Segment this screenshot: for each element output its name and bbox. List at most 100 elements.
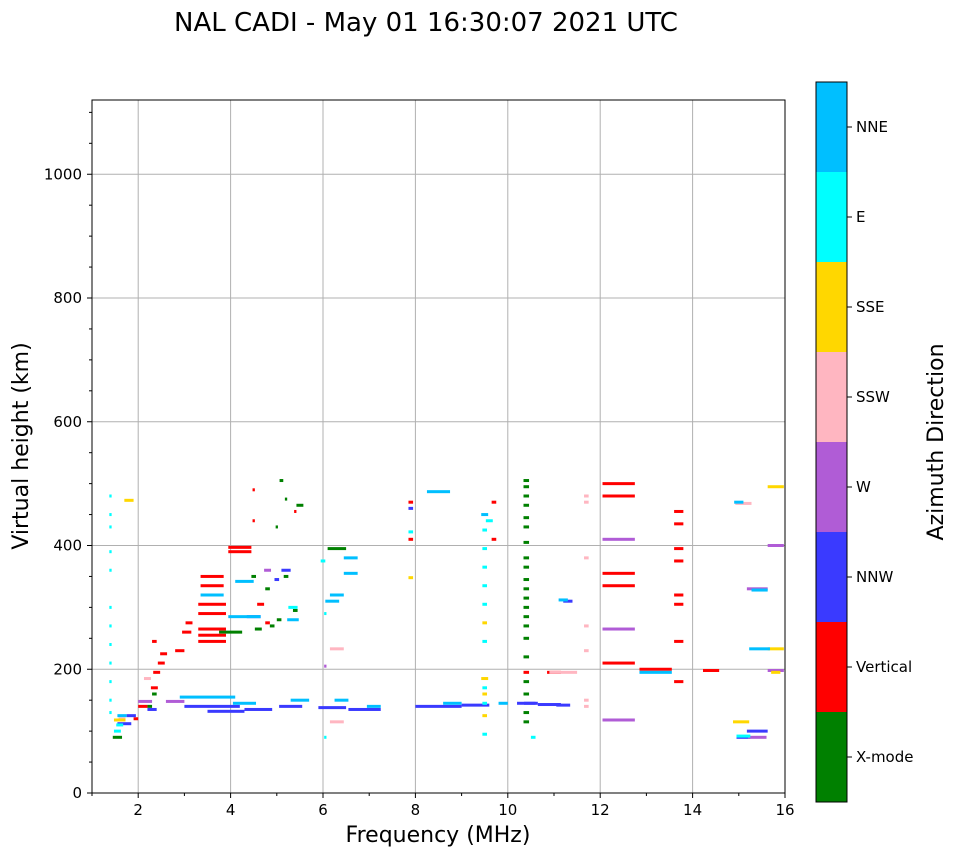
echo-point: [523, 479, 530, 483]
echo-point: [602, 494, 635, 498]
echo-point: [584, 624, 589, 628]
echo-point: [482, 547, 488, 551]
echo-point: [556, 703, 571, 707]
echo-point: [523, 503, 530, 507]
echo-point: [537, 703, 561, 707]
echo-point: [602, 537, 635, 541]
echo-point: [523, 596, 530, 600]
echo-point: [198, 627, 226, 631]
echo-point: [482, 602, 488, 606]
colorbar-tick-label: W: [856, 478, 871, 496]
echo-point: [109, 605, 112, 609]
echo-point: [602, 584, 635, 588]
colorbar-swatch: [816, 532, 847, 622]
echo-point: [269, 624, 275, 628]
echo-point: [143, 677, 151, 681]
echo-point: [751, 588, 768, 592]
echo-point: [415, 704, 462, 708]
echo-point: [482, 621, 488, 625]
echo-point: [296, 503, 304, 507]
echo-point: [265, 587, 270, 591]
echo-point: [113, 718, 126, 722]
echo-point: [408, 537, 414, 541]
echo-point: [153, 670, 161, 674]
echo-point: [329, 647, 344, 651]
echo-point: [523, 655, 530, 659]
plot-frame: [91, 99, 786, 794]
axis-ticks: 2 4 6 8 10 12 14 16 0 200 400 600 800 1000: [44, 111, 795, 819]
echo-point: [160, 652, 168, 656]
echo-point: [165, 699, 185, 703]
echo-point: [109, 568, 112, 572]
x-tick-label: 12: [591, 801, 610, 819]
echo-point: [482, 701, 488, 705]
series-nnw: [117, 506, 768, 739]
echo-point: [117, 722, 132, 726]
echo-point: [530, 735, 536, 739]
x-tick-label: 14: [683, 801, 702, 819]
echo-point: [138, 704, 148, 708]
x-tick-label: 10: [498, 801, 517, 819]
echo-point: [523, 692, 530, 696]
echo-point: [126, 714, 136, 718]
echo-point: [274, 578, 280, 582]
echo-point: [584, 494, 589, 498]
echo-point: [491, 537, 497, 541]
echo-point: [200, 574, 224, 578]
echo-point: [523, 516, 530, 520]
echo-point: [736, 734, 751, 738]
echo-point: [116, 723, 124, 727]
echo-point: [408, 506, 414, 510]
echo-point: [294, 509, 297, 513]
echo-point: [252, 519, 255, 523]
echo-point: [674, 559, 684, 563]
echo-point: [109, 525, 112, 529]
echo-point: [366, 704, 381, 708]
y-tick-label: 1000: [44, 165, 82, 183]
echo-point: [523, 494, 530, 498]
echo-point: [482, 584, 488, 588]
colorbar-label: Azimuth Direction: [924, 343, 949, 540]
colorbar-swatch: [816, 352, 847, 442]
colorbar-tick-label: NNE: [856, 118, 888, 136]
colorbar-swatch: [816, 82, 847, 172]
echo-point: [498, 701, 508, 705]
echo-point: [147, 704, 153, 708]
echo-point: [185, 621, 193, 625]
data-marks: [109, 479, 784, 739]
echo-point: [523, 720, 530, 724]
echo-point: [324, 735, 327, 739]
series-x-mode: [112, 479, 530, 739]
echo-point: [767, 668, 784, 672]
echo-point: [200, 584, 224, 588]
grid: [92, 100, 785, 793]
echo-point: [602, 661, 635, 665]
echo-point: [251, 574, 257, 578]
colorbar-tick-label: Vertical: [856, 658, 912, 676]
echo-point: [157, 661, 165, 665]
echo-point: [584, 704, 589, 708]
echo-point: [674, 680, 684, 684]
echo-point: [175, 649, 185, 653]
echo-point: [674, 522, 684, 526]
echo-point: [523, 670, 530, 674]
colorbar-swatch: [816, 262, 847, 352]
series-nne: [117, 490, 770, 718]
echo-point: [207, 709, 245, 713]
echo-point: [767, 485, 784, 489]
echo-point: [408, 500, 414, 504]
echo-point: [147, 707, 157, 711]
y-tick-label: 0: [72, 784, 82, 802]
echo-point: [482, 732, 488, 736]
echo-point: [200, 593, 224, 597]
echo-point: [485, 519, 493, 523]
echo-point: [523, 605, 530, 609]
echo-point: [198, 612, 226, 616]
echo-point: [324, 664, 327, 668]
echo-point: [749, 647, 770, 651]
echo-point: [228, 545, 252, 549]
colorbar-swatch: [816, 442, 847, 532]
echo-point: [292, 608, 298, 612]
colorbar-tick-label: NNW: [856, 568, 893, 586]
